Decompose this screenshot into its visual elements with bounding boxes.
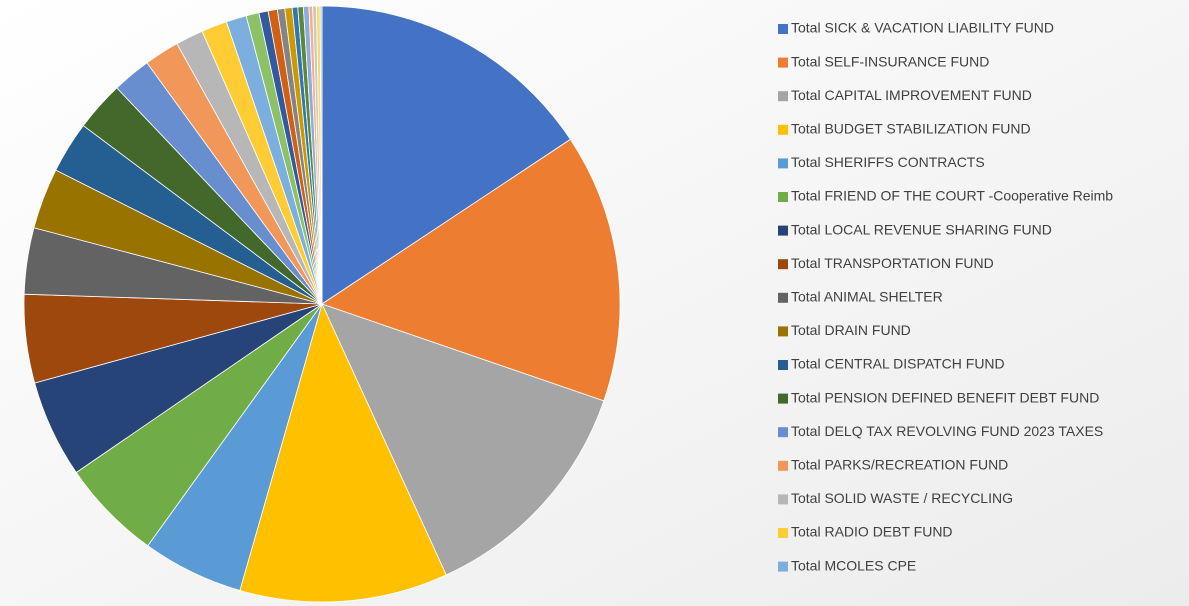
legend-swatch — [778, 460, 788, 471]
legend-swatch — [778, 259, 788, 270]
legend-swatch — [778, 528, 788, 538]
legend-swatch — [778, 494, 788, 505]
pie-slice — [239, 302, 447, 603]
legend-label: Total SOLID WASTE / RECYCLING — [791, 490, 1013, 506]
legend-swatch — [778, 158, 788, 169]
legend-label: Total SELF-INSURANCE FUND — [791, 53, 989, 69]
legend-swatch — [778, 326, 788, 337]
legend-swatch — [778, 427, 788, 438]
pie-slice — [321, 5, 571, 305]
legend-swatch — [778, 292, 788, 303]
pie-slice — [321, 138, 621, 402]
pie-slice — [321, 303, 605, 576]
legend-swatch — [778, 360, 788, 370]
legend-label: Total SHERIFFS CONTRACTS — [791, 154, 985, 170]
legend-label: Total FRIEND OF THE COURT -Cooperative R… — [791, 188, 1113, 204]
legend-swatch — [778, 225, 788, 236]
legend-label: Total CAPITAL IMPROVEMENT FUND — [791, 87, 1032, 103]
legend-label: Total CENTRAL DISPATCH FUND — [791, 356, 1005, 372]
legend-label: Total DELQ TAX REVOLVING FUND 2023 TAXES — [791, 423, 1103, 439]
legend-swatch — [778, 393, 788, 404]
legend-label: Total TRANSPORTATION FUND — [791, 255, 994, 271]
legend-label: Total PENSION DEFINED BENEFIT DEBT FUND — [791, 389, 1099, 405]
legend-label: Total LOCAL REVENUE SHARING FUND — [791, 221, 1052, 237]
legend-label: Total ANIMAL SHELTER — [791, 289, 943, 305]
legend-label: Total PARKS/RECREATION FUND — [791, 457, 1008, 473]
legend-swatch — [778, 57, 788, 68]
legend-label: Total MCOLES CPE — [791, 557, 916, 573]
legend-label: Total SICK & VACATION LIABILITY FUND — [791, 20, 1054, 36]
legend-swatch — [778, 192, 788, 202]
legend-label: Total RADIO DEBT FUND — [791, 524, 953, 540]
legend-swatch — [778, 24, 788, 34]
legend-label: Total BUDGET STABILIZATION FUND — [791, 121, 1031, 137]
legend-swatch — [778, 91, 788, 102]
legend-swatch — [778, 561, 788, 572]
pie-slice — [319, 5, 323, 305]
legend-swatch — [778, 124, 788, 135]
legend-label: Total DRAIN FUND — [791, 322, 911, 338]
